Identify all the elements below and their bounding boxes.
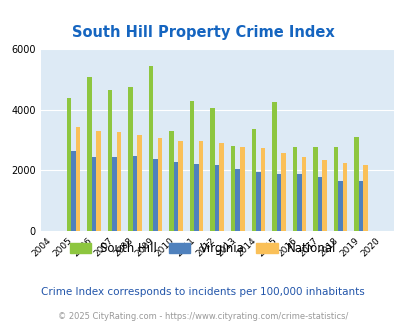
Bar: [112, 157, 117, 231]
Bar: [271, 102, 276, 231]
Legend: South Hill, Virginia, National: South Hill, Virginia, National: [65, 237, 340, 260]
Bar: [239, 147, 244, 231]
Bar: [251, 129, 256, 231]
Bar: [260, 148, 264, 231]
Bar: [301, 157, 305, 231]
Bar: [117, 132, 121, 231]
Bar: [296, 174, 301, 231]
Bar: [342, 163, 346, 231]
Bar: [198, 142, 203, 231]
Bar: [178, 142, 183, 231]
Bar: [132, 156, 137, 231]
Bar: [137, 135, 141, 231]
Bar: [292, 147, 296, 231]
Bar: [333, 147, 337, 231]
Text: © 2025 CityRating.com - https://www.cityrating.com/crime-statistics/: © 2025 CityRating.com - https://www.city…: [58, 312, 347, 321]
Bar: [158, 138, 162, 231]
Bar: [87, 77, 92, 231]
Bar: [214, 165, 219, 231]
Bar: [194, 164, 198, 231]
Bar: [276, 174, 280, 231]
Bar: [353, 137, 358, 231]
Text: South Hill Property Crime Index: South Hill Property Crime Index: [71, 25, 334, 41]
Bar: [75, 127, 80, 231]
Bar: [280, 153, 285, 231]
Bar: [149, 66, 153, 231]
Bar: [128, 87, 132, 231]
Bar: [219, 143, 224, 231]
Bar: [256, 172, 260, 231]
Bar: [71, 151, 75, 231]
Bar: [210, 109, 214, 231]
Bar: [312, 147, 317, 231]
Bar: [235, 169, 239, 231]
Text: Crime Index corresponds to incidents per 100,000 inhabitants: Crime Index corresponds to incidents per…: [41, 287, 364, 297]
Bar: [96, 131, 100, 231]
Bar: [317, 177, 321, 231]
Bar: [321, 160, 326, 231]
Bar: [230, 146, 235, 231]
Bar: [362, 165, 367, 231]
Bar: [169, 131, 173, 231]
Bar: [358, 182, 362, 231]
Bar: [153, 159, 158, 231]
Bar: [337, 181, 342, 231]
Bar: [92, 157, 96, 231]
Bar: [173, 162, 178, 231]
Bar: [66, 98, 71, 231]
Bar: [190, 101, 194, 231]
Bar: [107, 90, 112, 231]
